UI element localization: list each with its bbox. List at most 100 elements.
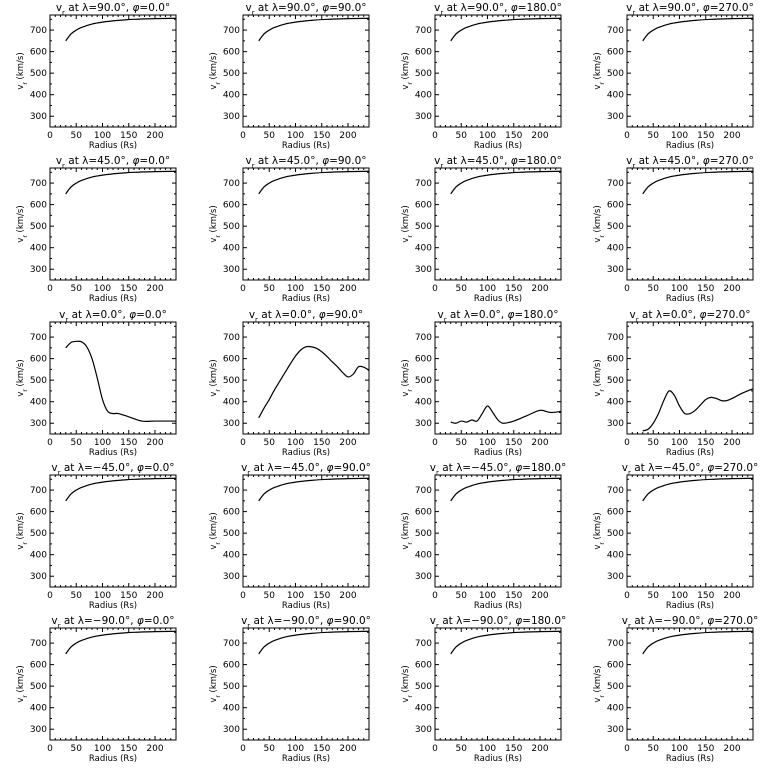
x-tick-label: 0 (47, 591, 53, 601)
series-line (450, 170, 562, 195)
y-tick-label: 300 (607, 572, 624, 582)
panel-17: vr at λ=−90.0°, φ=90.0° 0 50 100 150 200 300 40… (209, 615, 371, 764)
y-tick-label: 600 (607, 661, 624, 671)
y-tick-label: 600 (223, 201, 240, 211)
panel-18: vr at λ=−90.0°, φ=180.0° 0 50 100 150 200 300 4… (401, 615, 566, 764)
panel-title: vr at λ=45.0°, φ=270.0° (626, 155, 754, 170)
x-tick-label: 100 (287, 744, 304, 754)
x-tick-label: 100 (94, 131, 111, 141)
y-axis-label: vr (km/s) (16, 52, 29, 89)
y-tick-label: 600 (607, 355, 624, 365)
y-tick-label: 500 (223, 222, 240, 232)
x-tick-label: 200 (146, 591, 163, 601)
x-axis-label: Radius (Rs) (474, 601, 522, 611)
x-tick-label: 0 (624, 131, 630, 141)
panel-2: vr at λ=90.0°, φ=180.0° 0 50 100 150 200 300 40… (401, 2, 562, 151)
y-tick-label: 500 (223, 376, 240, 386)
y-tick-label: 600 (607, 508, 624, 518)
y-axis-label: vr (km/s) (593, 665, 606, 702)
y-tick-label: 400 (223, 551, 240, 561)
x-tick-label: 100 (94, 438, 111, 448)
y-tick-label: 300 (415, 572, 432, 582)
x-tick-label: 200 (531, 591, 548, 601)
plot-frame (242, 167, 370, 281)
y-tick-label: 700 (607, 26, 624, 36)
x-tick-label: 150 (697, 591, 714, 601)
x-tick-label: 200 (339, 438, 356, 448)
series-line (258, 345, 370, 419)
y-axis-label: vr (km/s) (401, 665, 414, 702)
series-line (65, 340, 176, 422)
x-tick-label: 100 (671, 744, 688, 754)
plot-frame (434, 167, 562, 281)
x-tick-label: 50 (264, 131, 276, 141)
x-tick-label: 150 (505, 438, 522, 448)
y-axis-label: vr (km/s) (16, 205, 29, 242)
y-tick-label: 700 (607, 639, 624, 649)
x-tick-label: 0 (47, 131, 53, 141)
y-tick-label: 300 (415, 265, 432, 275)
panel-8: vr at λ=0.0°, φ=0.0° 0 50 100 150 200 300 400 50… (16, 309, 177, 458)
y-tick-label: 600 (415, 48, 432, 58)
y-tick-label: 500 (30, 376, 47, 386)
y-tick-label: 400 (223, 244, 240, 254)
panel-11: vr at λ=0.0°, φ=270.0° 0 50 100 150 200 300 400… (593, 309, 754, 458)
x-tick-label: 100 (287, 131, 304, 141)
series-line (258, 170, 370, 195)
plot-frame (626, 627, 754, 741)
x-tick-label: 0 (432, 438, 438, 448)
x-tick-label: 100 (671, 131, 688, 141)
x-tick-label: 150 (120, 284, 137, 294)
y-tick-label: 300 (607, 112, 624, 122)
x-tick-label: 150 (697, 284, 714, 294)
series-line (642, 630, 754, 655)
x-axis-label: Radius (Rs) (474, 754, 522, 764)
y-tick-label: 500 (223, 682, 240, 692)
x-axis-label: Radius (Rs) (282, 601, 330, 611)
x-tick-label: 100 (479, 438, 496, 448)
y-tick-label: 700 (607, 486, 624, 496)
plot-frame (242, 321, 370, 435)
x-tick-label: 200 (531, 131, 548, 141)
y-tick-label: 700 (30, 26, 47, 36)
y-tick-label: 300 (223, 265, 240, 275)
x-tick-label: 50 (264, 284, 276, 294)
y-tick-label: 300 (415, 112, 432, 122)
y-tick-label: 400 (415, 551, 432, 561)
series-line (450, 405, 562, 424)
x-tick-label: 0 (240, 284, 246, 294)
y-tick-label: 500 (607, 376, 624, 386)
y-axis-label: vr (km/s) (593, 52, 606, 89)
x-axis-label: Radius (Rs) (282, 141, 330, 151)
y-tick-label: 500 (607, 69, 624, 79)
x-tick-label: 50 (456, 284, 468, 294)
y-tick-label: 600 (30, 355, 47, 365)
plot-frame (626, 321, 754, 435)
x-tick-label: 0 (432, 131, 438, 141)
y-axis-label: vr (km/s) (401, 52, 414, 89)
panel-title: vr at λ=90.0°, φ=180.0° (434, 2, 562, 17)
x-tick-label: 150 (120, 591, 137, 601)
y-tick-label: 700 (30, 179, 47, 189)
panel-10: vr at λ=0.0°, φ=180.0° 0 50 100 150 200 300 400… (401, 309, 562, 458)
x-tick-label: 150 (120, 744, 137, 754)
y-axis-label: vr (km/s) (209, 665, 222, 702)
y-tick-label: 400 (30, 704, 47, 714)
x-tick-label: 150 (313, 131, 330, 141)
x-tick-label: 50 (71, 131, 83, 141)
plot-frame (49, 14, 177, 128)
x-tick-label: 50 (71, 438, 83, 448)
y-axis-label: vr (km/s) (209, 512, 222, 549)
y-tick-label: 400 (607, 244, 624, 254)
x-tick-label: 150 (505, 591, 522, 601)
x-axis-label: Radius (Rs) (474, 141, 522, 151)
x-axis-label: Radius (Rs) (89, 141, 137, 151)
panel-4: vr at λ=45.0°, φ=0.0° 0 50 100 150 200 300 400 5… (16, 155, 177, 304)
y-tick-label: 300 (223, 572, 240, 582)
x-tick-label: 100 (287, 591, 304, 601)
x-tick-label: 0 (624, 744, 630, 754)
y-axis-label: vr (km/s) (593, 205, 606, 242)
x-tick-label: 50 (456, 131, 468, 141)
y-tick-label: 500 (30, 682, 47, 692)
y-tick-label: 700 (415, 26, 432, 36)
